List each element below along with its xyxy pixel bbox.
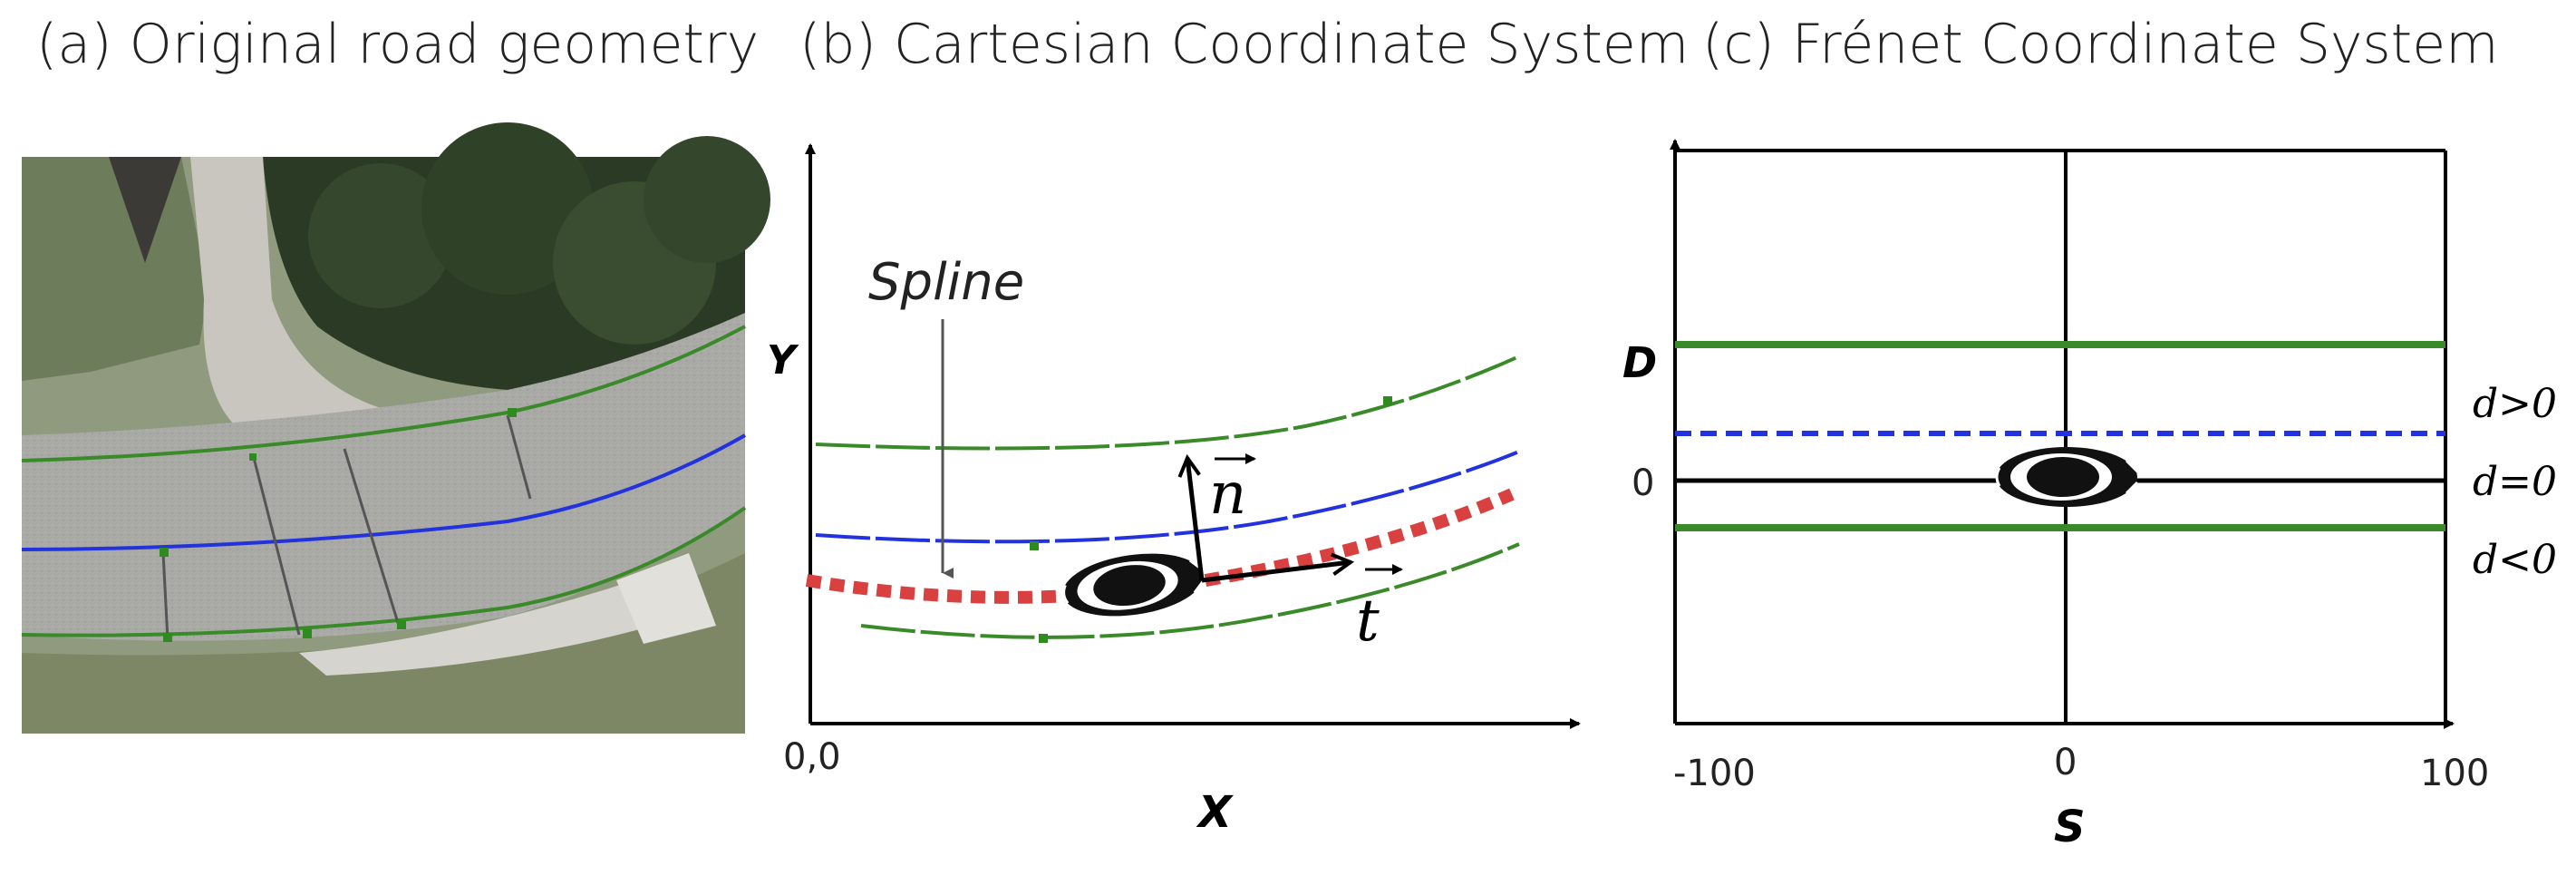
spline-path	[805, 488, 1515, 604]
normal-vector-arrow	[1187, 458, 1205, 581]
frenet-d-zero-tick: 0	[1632, 462, 1654, 504]
cartesian-y-label: Y	[767, 337, 799, 384]
region-label-center: d=0	[2473, 459, 2557, 505]
region-label-below: d<0	[2473, 537, 2557, 583]
cartesian-origin-label: 0,0	[783, 736, 841, 778]
frenet-d-label: D	[1622, 338, 1657, 387]
normal-vector-label: n	[1209, 461, 1246, 528]
frenet-panel: D 0 S -100 0 100 d>0 d=0 d<0	[1622, 139, 2557, 852]
region-label-above: d>0	[2473, 381, 2557, 427]
car-cartesian-icon	[1057, 543, 1209, 627]
panel-c-title: (c) Frénet Coordinate System	[1702, 13, 2499, 76]
cartesian-lower-lane-line	[860, 542, 1520, 639]
car-frenet-icon	[1994, 445, 2139, 509]
tangent-vector-arrow	[1201, 562, 1351, 583]
cartesian-center-line	[815, 450, 1520, 544]
frenet-s-tick-left: -100	[1673, 753, 1756, 794]
cartesian-x-label: X	[1196, 787, 1234, 838]
frenet-s-label: S	[2054, 802, 2086, 852]
frenet-s-tick-right: 100	[2420, 753, 2489, 794]
panel-b-title: (b) Cartesian Coordinate System	[799, 13, 1690, 76]
cartesian-upper-lane-line	[815, 355, 1520, 451]
tangent-vector-label: t	[1356, 588, 1380, 655]
cartesian-panel: Spline Y X 0,0 n t	[767, 143, 1581, 838]
frenet-s-tick-center: 0	[2054, 742, 2077, 783]
spline-label: Spline	[868, 253, 1024, 312]
panel-a-title: (a) Original road geometry	[36, 13, 760, 76]
aerial-photo	[21, 122, 770, 734]
